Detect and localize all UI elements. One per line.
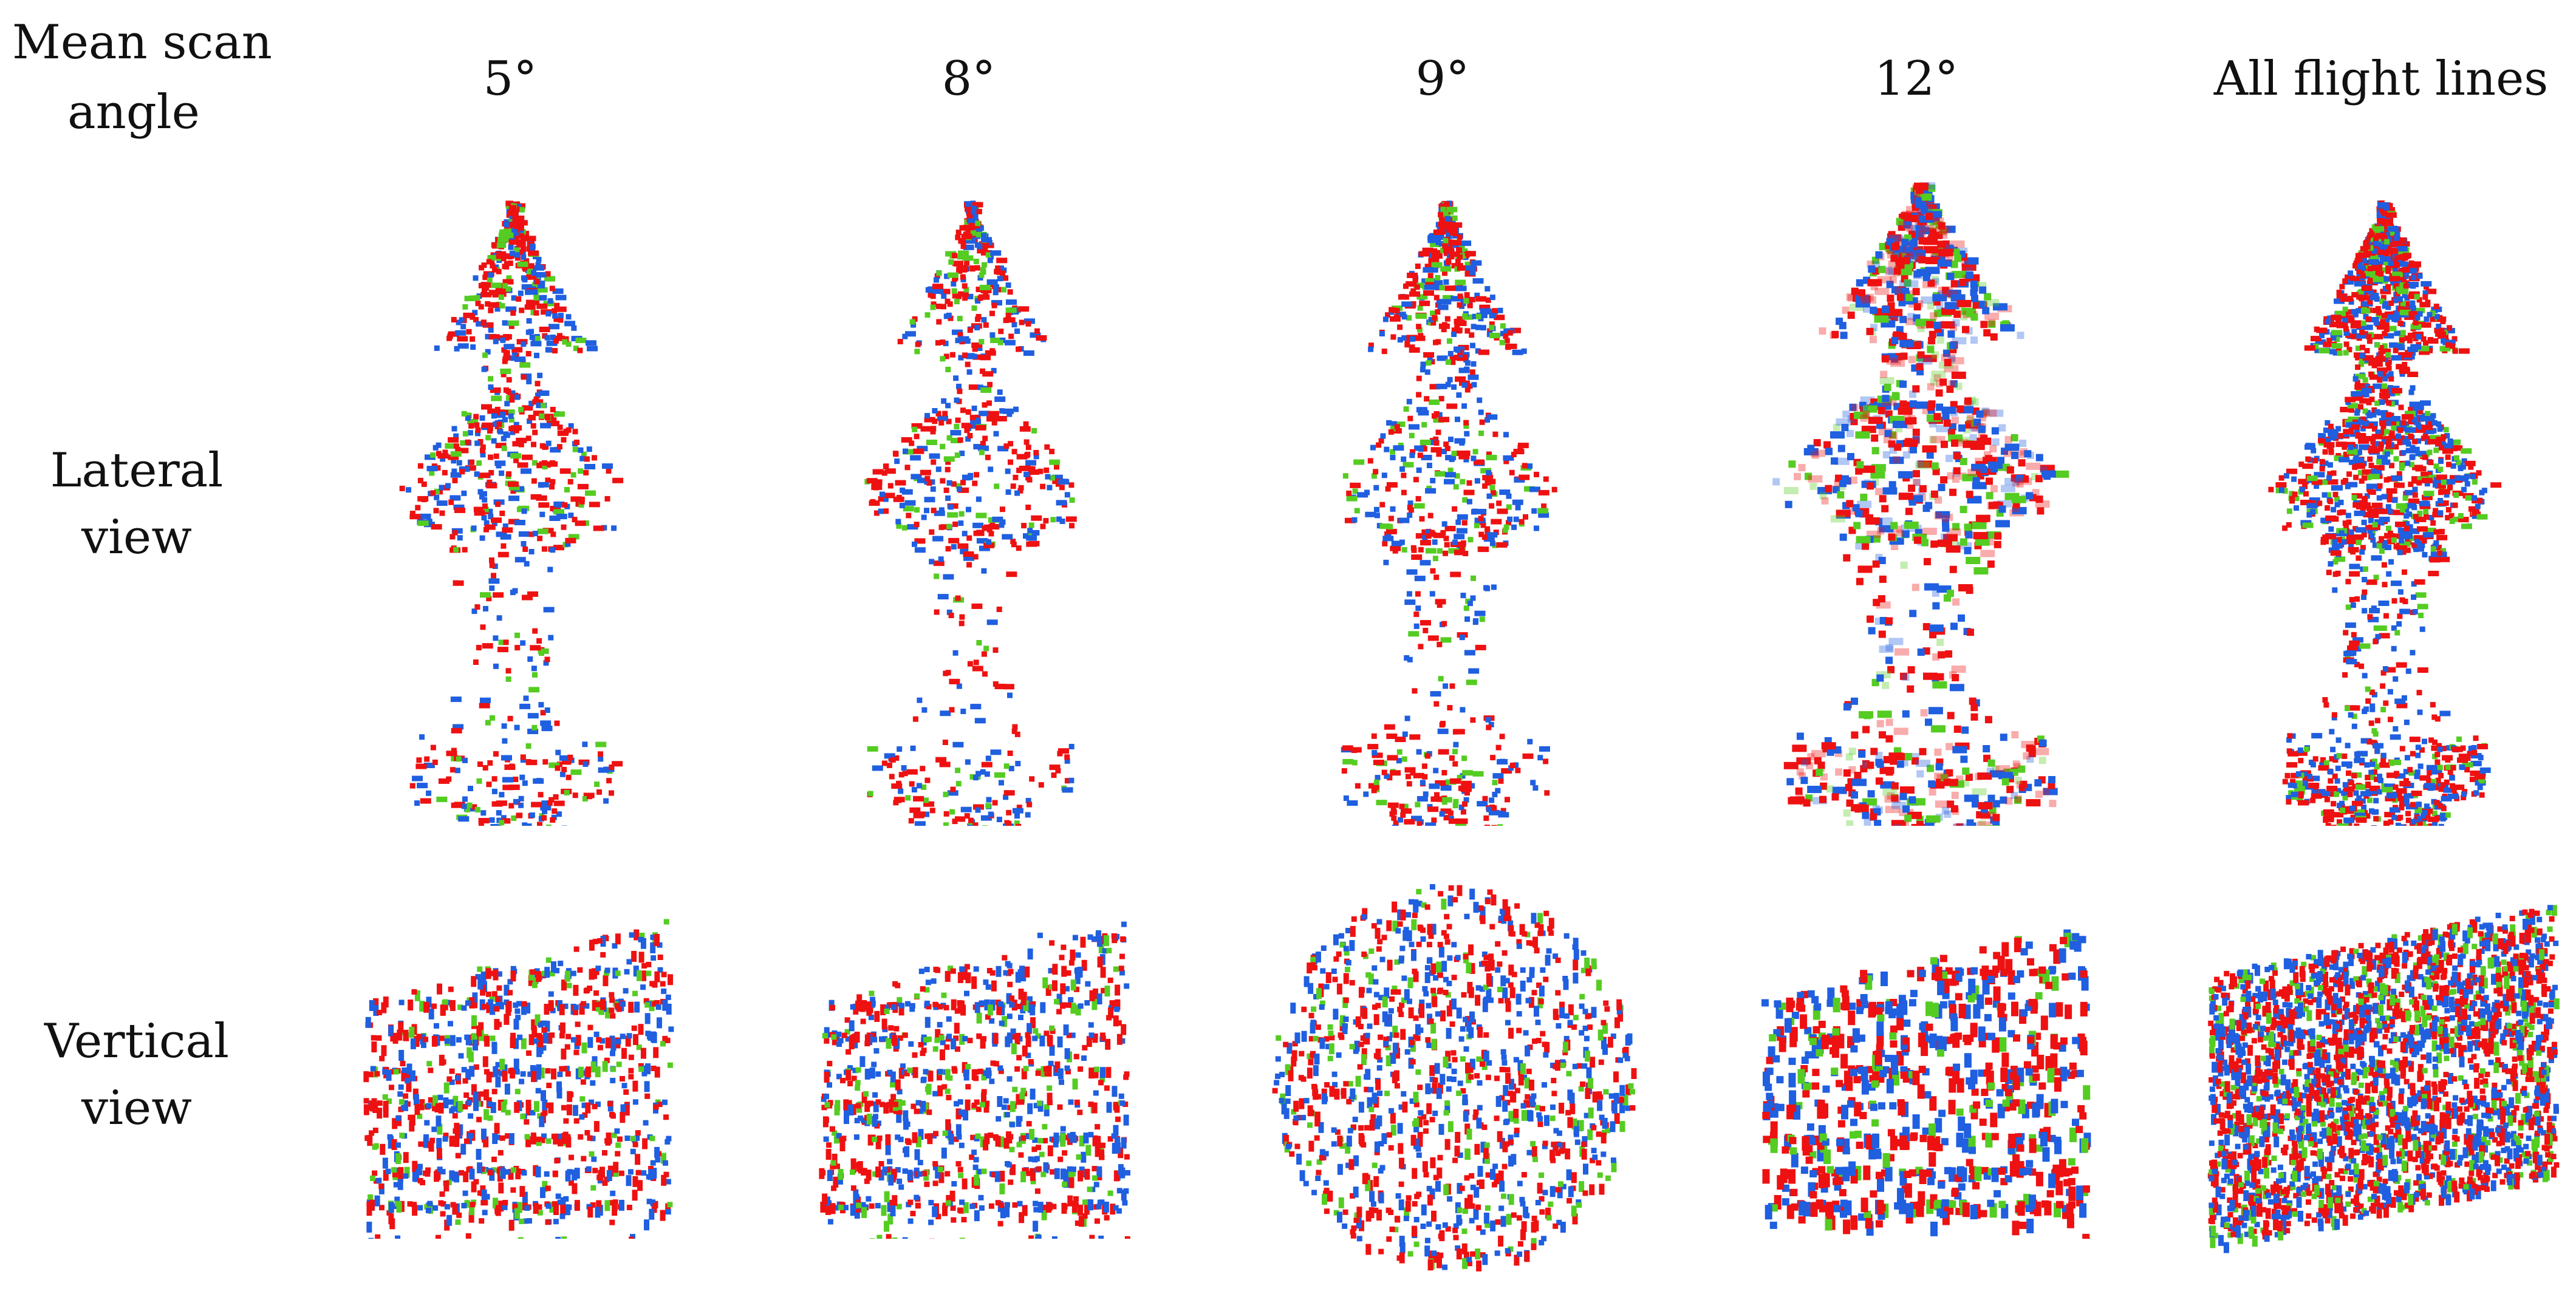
column-header-9deg: 9° (1415, 52, 1470, 106)
column-header-all-flight-lines: All flight lines (2213, 52, 2549, 106)
column-header-5deg: 5° (483, 52, 538, 106)
row-label-vertical-line2: view (81, 1081, 192, 1136)
lateral-view-8deg-point-cloud (847, 200, 1090, 826)
corner-label-line1: Mean scan (12, 15, 273, 70)
lateral-view-12deg-point-cloud (1758, 182, 2074, 826)
vertical-view-all-flight-lines-point-cloud (2193, 893, 2569, 1257)
row-label-lateral-line1: Lateral (50, 443, 224, 498)
row-label-lateral-line2: view (81, 510, 192, 565)
lateral-view-5deg-point-cloud (389, 200, 632, 826)
lateral-view-all-flight-lines-point-cloud (2260, 200, 2503, 826)
vertical-view-5deg-point-cloud (346, 899, 686, 1239)
column-header-12deg: 12° (1874, 52, 1959, 106)
vertical-view-12deg-point-cloud (1743, 899, 2102, 1239)
vertical-view-8deg-point-cloud (802, 899, 1142, 1239)
lateral-view-9deg-point-cloud (1321, 200, 1564, 826)
vertical-view-9deg-point-cloud (1263, 874, 1640, 1275)
corner-label-line2: angle (67, 85, 200, 140)
column-header-8deg: 8° (941, 52, 996, 106)
row-label-vertical-line1: Vertical (44, 1014, 230, 1069)
